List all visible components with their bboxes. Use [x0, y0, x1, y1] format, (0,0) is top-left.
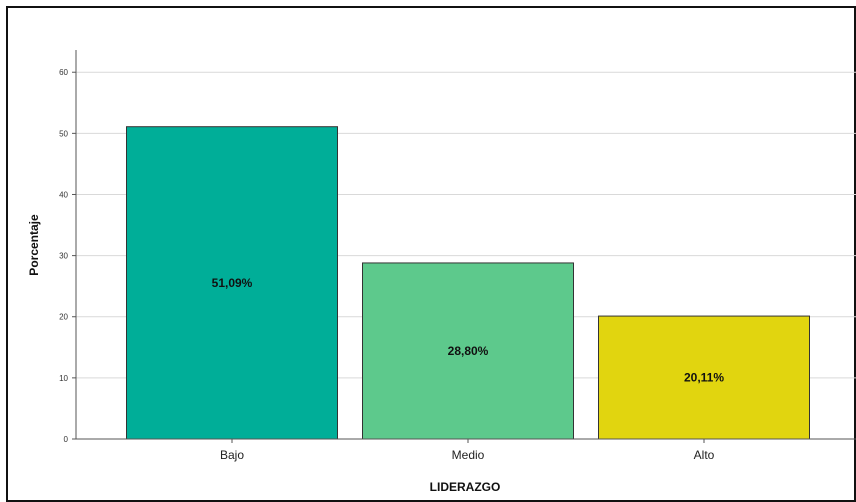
x-tick-label: Medio: [452, 448, 485, 462]
x-tick-label: Alto: [694, 448, 715, 462]
bar-bajo: [126, 126, 338, 440]
x-axis-title: LIDERAZGO: [430, 480, 501, 494]
y-tick-label: 50: [59, 129, 68, 138]
y-axis-title: Porcentaje: [27, 214, 41, 276]
y-tick-label: 40: [59, 190, 68, 199]
data-label-alto: 20,11%: [684, 371, 724, 385]
bars: [126, 126, 810, 440]
data-label-bajo: 51,09%: [212, 276, 253, 290]
y-axis-ticks: 0 10 20 30 40 50 60: [59, 68, 76, 444]
y-tick-label: 0: [64, 435, 69, 444]
bar-alto: [598, 315, 810, 440]
y-tick-label: 60: [59, 68, 68, 77]
data-labels: 51,09% 28,80% 20,11%: [212, 276, 725, 385]
y-tick-label: 30: [59, 252, 68, 261]
x-axis-ticks: Bajo Medio Alto: [220, 439, 715, 462]
y-tick-label: 10: [59, 374, 68, 383]
y-tick-label: 20: [59, 313, 68, 322]
data-label-medio: 28,80%: [448, 344, 489, 358]
x-tick-label: Bajo: [220, 448, 244, 462]
bar-medio: [362, 262, 574, 440]
